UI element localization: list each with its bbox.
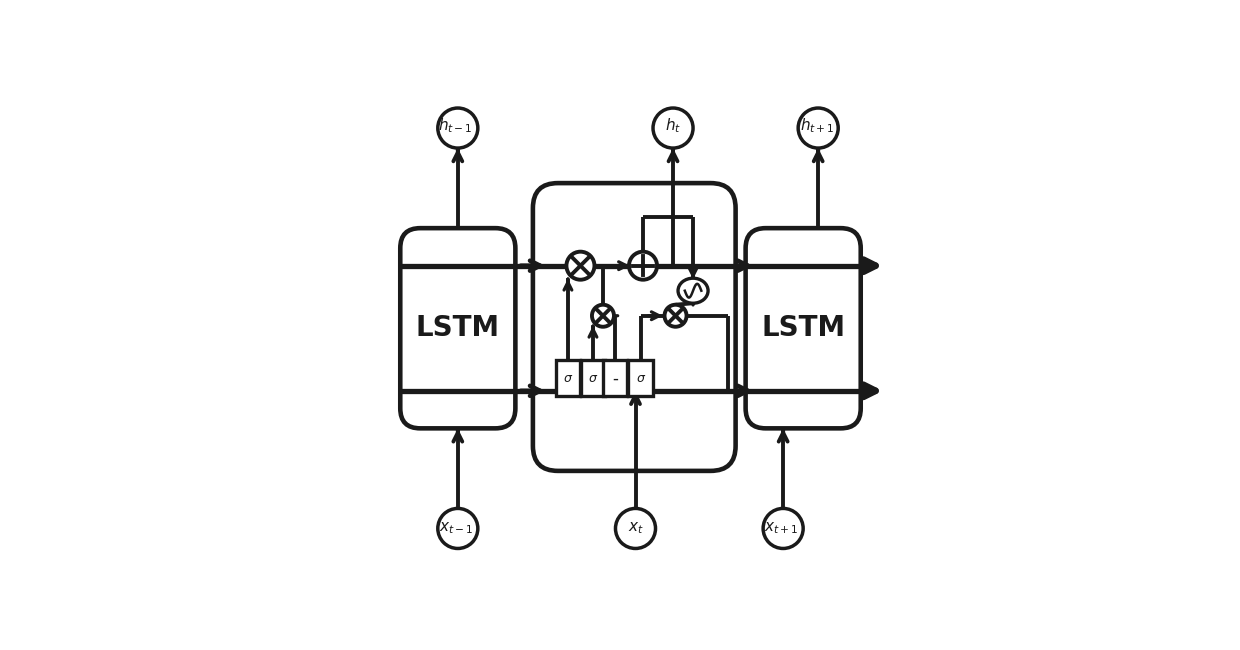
Circle shape xyxy=(438,508,477,549)
Text: σ: σ xyxy=(636,372,645,385)
Circle shape xyxy=(591,305,614,327)
Bar xyxy=(582,360,605,396)
Circle shape xyxy=(799,108,838,148)
Bar xyxy=(604,360,627,396)
FancyBboxPatch shape xyxy=(745,228,861,428)
FancyBboxPatch shape xyxy=(533,183,735,471)
Bar xyxy=(629,360,652,396)
Bar xyxy=(556,360,580,396)
FancyBboxPatch shape xyxy=(401,228,516,428)
Text: $x_{t+1}$: $x_{t+1}$ xyxy=(764,521,799,536)
Circle shape xyxy=(665,305,687,327)
Text: σ: σ xyxy=(589,372,596,385)
Text: σ: σ xyxy=(564,372,572,385)
Text: $h_{t+1}$: $h_{t+1}$ xyxy=(800,116,835,135)
Text: LSTM: LSTM xyxy=(415,314,500,343)
Circle shape xyxy=(615,508,656,549)
Circle shape xyxy=(438,108,477,148)
Text: $x_{t-1}$: $x_{t-1}$ xyxy=(439,521,472,536)
Circle shape xyxy=(629,252,657,280)
Circle shape xyxy=(567,252,594,280)
Text: -: - xyxy=(613,369,619,387)
Text: $h_{t-1}$: $h_{t-1}$ xyxy=(438,116,472,135)
Text: LSTM: LSTM xyxy=(761,314,846,343)
Text: $x_t$: $x_t$ xyxy=(627,521,644,536)
Circle shape xyxy=(763,508,804,549)
Ellipse shape xyxy=(678,278,708,303)
Text: $h_t$: $h_t$ xyxy=(665,116,681,135)
Circle shape xyxy=(653,108,693,148)
